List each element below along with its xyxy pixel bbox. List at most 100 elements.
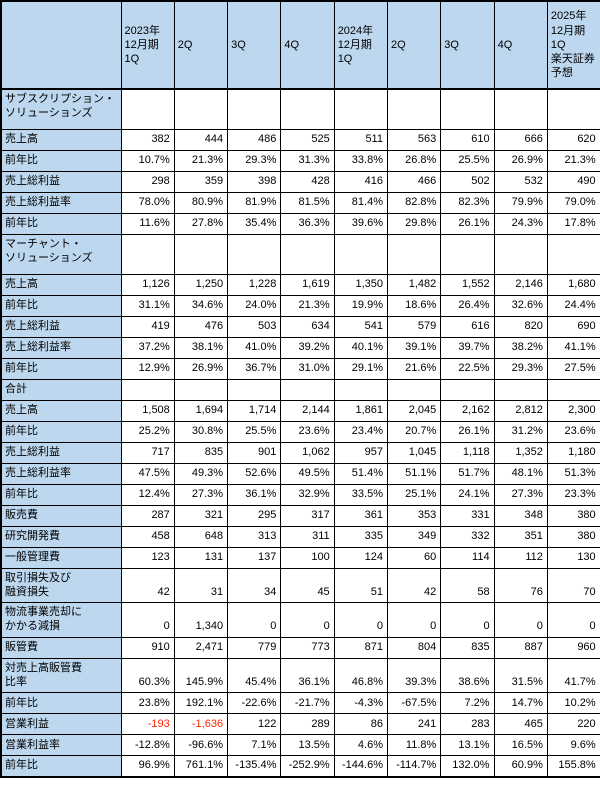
value-cell: 1,552 <box>440 273 495 296</box>
value-cell: 41.0% <box>227 336 282 359</box>
value-cell: 335 <box>333 525 388 548</box>
row-label: 前年比 <box>0 149 122 172</box>
table-row: 合計 <box>0 378 600 401</box>
value-cell: 11.6% <box>120 212 175 235</box>
table-row: 営業利益 -193 -1,636 122 289 86 241 283 465 220 <box>0 713 600 736</box>
value-cell: 24.1% <box>440 483 495 506</box>
value-cell: 51.1% <box>386 462 442 485</box>
value-cell: 122 <box>227 713 282 736</box>
value-cell: 2,146 <box>493 273 548 296</box>
value-cell: 717 <box>120 441 175 464</box>
table-row: 売上総利益 419 476 503 634 541 579 616 820 690 <box>0 315 600 338</box>
row-label: 前年比 <box>0 212 122 235</box>
value-cell: 820 <box>493 315 548 338</box>
value-cell: -96.6% <box>173 734 229 757</box>
value-cell <box>333 378 388 401</box>
row-label: 売上総利益率 <box>0 336 122 359</box>
value-cell: 26.4% <box>440 294 495 317</box>
value-cell: 960 <box>546 636 600 659</box>
value-cell: 37.2% <box>120 336 175 359</box>
value-cell: -4.3% <box>333 692 388 715</box>
table-row: 売上高 1,508 1,694 1,714 2,144 1,861 2,045 2,162 2,… <box>0 399 600 422</box>
value-cell: 24.3% <box>493 212 548 235</box>
value-cell: 317 <box>280 504 335 527</box>
value-cell <box>120 378 175 401</box>
table-row: 営業利益率 -12.8% -96.6% 7.1% 13.5% 4.6% 11.8% 13.1%… <box>0 734 600 757</box>
value-cell <box>120 88 175 130</box>
column-header: 2Q <box>173 0 229 90</box>
value-cell: 22.5% <box>440 357 495 380</box>
value-cell: 295 <box>227 504 282 527</box>
value-cell <box>546 378 600 401</box>
value-cell: 60.3% <box>120 657 175 694</box>
value-cell <box>386 233 442 275</box>
value-cell <box>546 233 600 275</box>
value-cell: 52.6% <box>227 462 282 485</box>
value-cell: -114.7% <box>386 755 442 778</box>
table-row: 前年比 23.8% 192.1% -22.6% -21.7% -4.3% -67.5% 7.2… <box>0 692 600 715</box>
value-cell: 466 <box>386 170 442 193</box>
value-cell: 124 <box>333 546 388 569</box>
value-cell: -21.7% <box>280 692 335 715</box>
value-cell: 0 <box>546 602 600 638</box>
value-cell <box>333 88 388 130</box>
value-cell: -252.9% <box>280 755 335 778</box>
value-cell: 38.2% <box>493 336 548 359</box>
value-cell: 332 <box>440 525 495 548</box>
value-cell: 48.1% <box>493 462 548 485</box>
value-cell: 79.9% <box>493 191 548 214</box>
column-header: 2024年 12月期 1Q <box>333 0 388 90</box>
value-cell: -1,636 <box>173 713 229 736</box>
section-row: サブスクリプション・ ソリューションズ <box>0 88 600 130</box>
value-cell: 2,471 <box>173 636 229 659</box>
value-cell: 11.8% <box>386 734 442 757</box>
value-cell: -144.6% <box>333 755 388 778</box>
value-cell: 1,352 <box>493 441 548 464</box>
value-cell: 86 <box>333 713 388 736</box>
row-label: サブスクリプション・ ソリューションズ <box>0 88 122 130</box>
value-cell: 1,045 <box>386 441 442 464</box>
value-cell: 29.8% <box>386 212 442 235</box>
value-cell: 23.6% <box>280 420 335 443</box>
value-cell: 23.4% <box>333 420 388 443</box>
value-cell: 39.6% <box>333 212 388 235</box>
value-cell: 1,126 <box>120 273 175 296</box>
value-cell: 690 <box>546 315 600 338</box>
value-cell: 80.9% <box>173 191 229 214</box>
value-cell: 32.6% <box>493 294 548 317</box>
value-cell: 51.4% <box>333 462 388 485</box>
table-row: 売上総利益率 47.5% 49.3% 52.6% 49.5% 51.4% 51.1% 51.7… <box>0 462 600 485</box>
value-cell: 47.5% <box>120 462 175 485</box>
value-cell: 349 <box>386 525 442 548</box>
value-cell: 192.1% <box>173 692 229 715</box>
value-cell: 49.5% <box>280 462 335 485</box>
value-cell: 23.6% <box>546 420 600 443</box>
row-label: 売上総利益 <box>0 441 122 464</box>
value-cell: 241 <box>386 713 442 736</box>
value-cell <box>440 88 495 130</box>
table-row: 前年比 25.2% 30.8% 25.5% 23.6% 23.4% 20.7% 26.1% 31… <box>0 420 600 443</box>
value-cell: 1,694 <box>173 399 229 422</box>
value-cell: 41.7% <box>546 657 600 694</box>
value-cell: 24.4% <box>546 294 600 317</box>
value-cell: 132.0% <box>440 755 495 778</box>
value-cell: 9.6% <box>546 734 600 757</box>
value-cell <box>493 233 548 275</box>
value-cell: 2,045 <box>386 399 442 422</box>
value-cell: 289 <box>280 713 335 736</box>
table-body: サブスクリプション・ ソリューションズ 売上高 382 444 486 525 511 563… <box>0 88 600 778</box>
row-label: 売上総利益 <box>0 315 122 338</box>
value-cell: -12.8% <box>120 734 175 757</box>
value-cell: 353 <box>386 504 442 527</box>
value-cell: -67.5% <box>386 692 442 715</box>
value-cell: 29.3% <box>227 149 282 172</box>
value-cell: 1,714 <box>227 399 282 422</box>
value-cell: 887 <box>493 636 548 659</box>
value-cell: 39.3% <box>386 657 442 694</box>
value-cell: 348 <box>493 504 548 527</box>
value-cell: 380 <box>546 525 600 548</box>
value-cell: 112 <box>493 546 548 569</box>
value-cell: 34 <box>227 567 282 604</box>
value-cell: 137 <box>227 546 282 569</box>
value-cell: 579 <box>386 315 442 338</box>
